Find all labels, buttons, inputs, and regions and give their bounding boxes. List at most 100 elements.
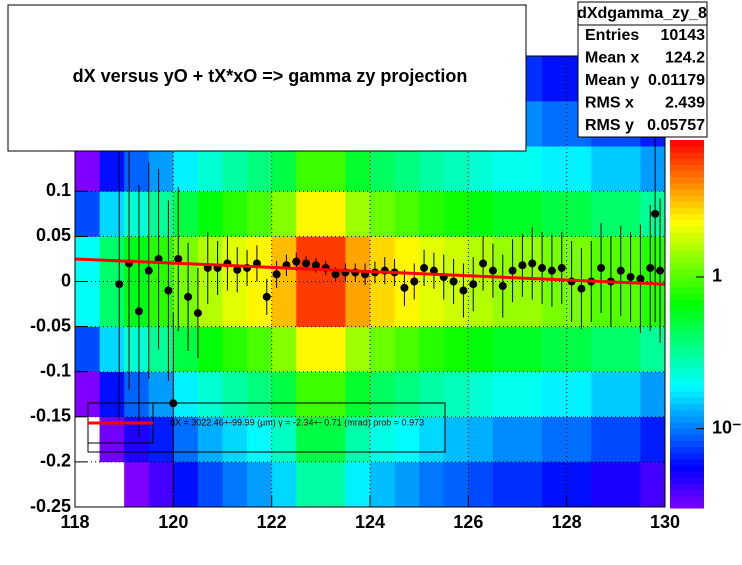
profile-point (616, 266, 625, 275)
profile-point (302, 259, 311, 268)
color-scale-step (670, 317, 704, 325)
heat-cell (542, 461, 567, 507)
profile-point (469, 280, 478, 289)
heat-cell (271, 281, 297, 327)
heat-cell (124, 281, 150, 327)
x-tick-label: 130 (650, 512, 680, 532)
profile-point (626, 272, 635, 281)
color-scale-step (670, 207, 704, 215)
profile-point (400, 283, 409, 292)
color-scale-step (670, 501, 704, 509)
color-scale-step (670, 293, 704, 300)
heat-cell (492, 191, 518, 237)
y-tick-label: 0.05 (36, 225, 71, 245)
profile-point (646, 263, 655, 272)
color-scale-step (670, 336, 704, 343)
heat-cell (542, 371, 567, 418)
heat-cell (468, 326, 494, 372)
heat-cell (222, 146, 248, 192)
profile-point (518, 261, 527, 270)
heat-cell (443, 191, 469, 237)
x-tick-label: 122 (257, 512, 287, 532)
heatmap (75, 56, 665, 507)
heat-cell (320, 416, 346, 463)
stats-value: 124.2 (665, 50, 705, 67)
color-scale-step (670, 440, 704, 448)
heat-cell (320, 191, 346, 237)
heat-cell (640, 371, 665, 418)
heat-cell (566, 326, 592, 372)
profile-point (193, 309, 202, 318)
heat-cell (517, 191, 543, 237)
heat-cell (419, 371, 445, 418)
heat-cell (370, 191, 395, 237)
stats-value: 0.01179 (648, 72, 705, 89)
heat-cell (615, 191, 641, 237)
heat-cell (370, 326, 395, 372)
heat-cell (247, 146, 272, 192)
heat-cell (197, 371, 223, 418)
heat-cell (566, 146, 592, 192)
profile-point (233, 265, 242, 274)
color-scale-step (670, 305, 704, 313)
heat-cell (517, 371, 543, 418)
color-scale-step (670, 244, 704, 251)
color-scale-step (670, 434, 704, 442)
color-scale-step (670, 140, 704, 147)
heat-cell (222, 371, 248, 418)
color-scale-step (670, 158, 704, 166)
color-scale-step (670, 416, 704, 423)
heat-cell (99, 281, 125, 327)
heat-cell (345, 461, 371, 507)
heat-cell (271, 461, 297, 507)
y-tick-label: -0.25 (30, 496, 71, 516)
color-scale-step (670, 465, 704, 472)
y-tick-label: -0.15 (30, 406, 71, 426)
heat-cell (468, 146, 494, 192)
color-scale-step (670, 471, 704, 478)
heat-cell (566, 236, 592, 282)
heat-cell (566, 461, 592, 507)
heat-cell (99, 146, 125, 192)
x-tick-label: 128 (552, 512, 582, 532)
heat-cell (468, 371, 494, 418)
color-scale-step (670, 268, 704, 276)
color-scale-step (670, 385, 704, 392)
heat-cell (148, 371, 174, 418)
stats-label: Mean x (585, 50, 639, 67)
heat-cell (640, 461, 665, 507)
profile-point (498, 282, 507, 291)
color-scale-step (670, 213, 704, 221)
heat-cell (222, 461, 248, 507)
stats-label: RMS x (585, 95, 634, 112)
z-tick-label: 1 (712, 266, 722, 286)
color-scale-step (670, 195, 704, 202)
profile (115, 105, 665, 494)
heat-cell (370, 371, 395, 418)
heat-cell (492, 461, 518, 507)
color-scale-step (670, 274, 704, 282)
heat-cell (591, 371, 617, 418)
heat-cell (296, 371, 322, 418)
heat-cell (197, 236, 223, 282)
y-tick-label: -0.1 (40, 360, 71, 380)
heat-cell (468, 191, 494, 237)
heat-cell (542, 416, 567, 463)
heat-cell (542, 281, 567, 327)
color-scale-step (670, 409, 704, 417)
profile-point (651, 209, 660, 218)
heat-cell (640, 146, 665, 192)
profile-point (292, 257, 301, 266)
color-scale-step (670, 483, 704, 491)
heat-cell (419, 416, 445, 463)
heat-cell (247, 326, 272, 372)
heat-cell (492, 326, 518, 372)
heat-cell (296, 461, 322, 507)
profile-point (410, 277, 419, 286)
profile-point (115, 280, 124, 289)
fit-label: dX = 3022.46+-99.99 (µm) γ = -2.34+- 0.7… (170, 417, 424, 427)
color-scale-step (670, 342, 704, 350)
heat-cell (640, 281, 665, 327)
color-scale-step (670, 489, 704, 497)
profile-point (311, 261, 320, 270)
